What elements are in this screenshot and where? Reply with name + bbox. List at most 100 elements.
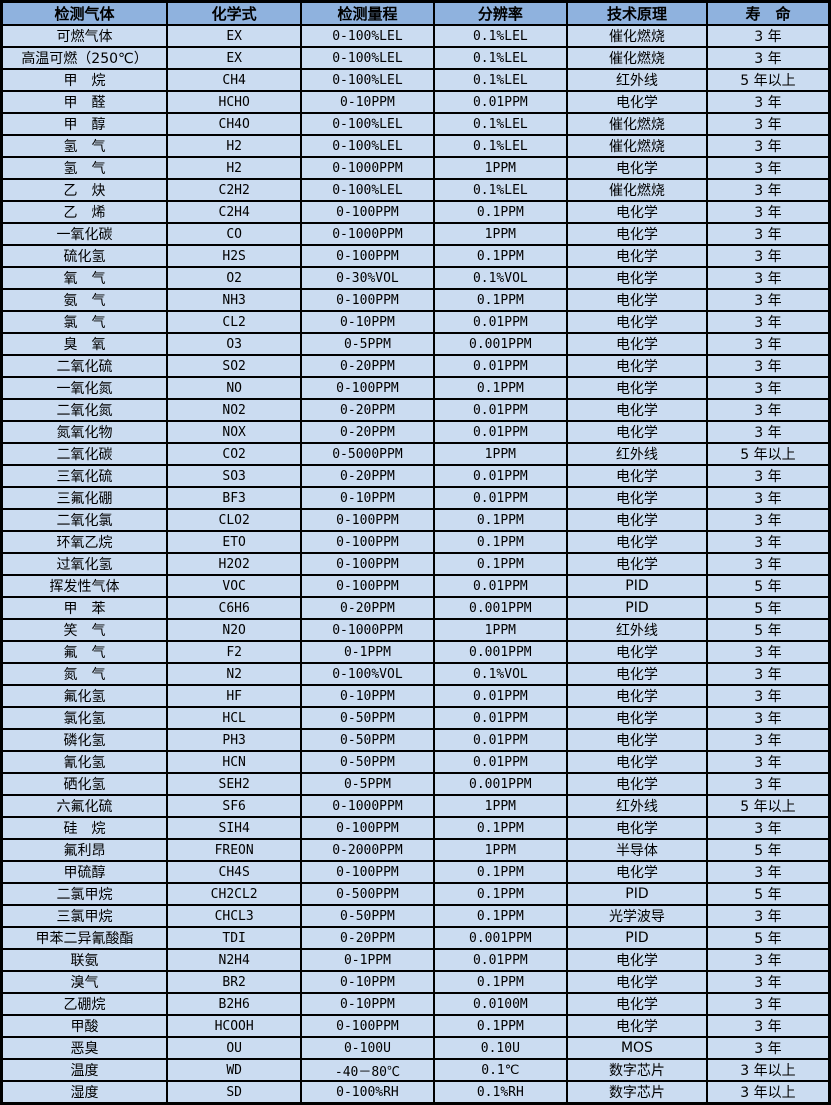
table-row: 高温可燃（250℃） EX 0-100%LEL 0.1%LEL 催化燃烧 3 年 xyxy=(0,46,831,70)
cell-gas-name: 挥发性气体 xyxy=(0,574,169,598)
table-row: 恶臭 OU 0-100U 0.10U MOS 3 年 xyxy=(0,1036,831,1060)
cell-technology: 电化学 xyxy=(565,310,708,334)
cell-detection-range: 0-20PPM xyxy=(300,464,435,488)
cell-chemical-formula: CO xyxy=(166,222,303,246)
cell-resolution: 0.01PPM xyxy=(432,750,568,774)
cell-gas-name: 氯 气 xyxy=(0,310,169,334)
cell-resolution: 0.01PPM xyxy=(432,464,568,488)
cell-gas-name: 二氧化硫 xyxy=(0,354,169,378)
cell-lifespan: 3 年 xyxy=(705,134,831,158)
cell-lifespan: 3 年 xyxy=(705,420,831,444)
cell-lifespan: 3 年 xyxy=(705,508,831,532)
table-row: 氨 气 NH3 0-100PPM 0.1PPM 电化学 3 年 xyxy=(0,288,831,312)
cell-resolution: 0.01PPM xyxy=(432,684,568,708)
table-row: 笑 气 N2O 0-1000PPM 1PPM 红外线 5 年 xyxy=(0,618,831,642)
cell-gas-name: 可燃气体 xyxy=(0,24,169,48)
cell-resolution: 1PPM xyxy=(432,222,568,246)
cell-chemical-formula: SEH2 xyxy=(166,772,303,796)
cell-chemical-formula: F2 xyxy=(166,640,303,664)
cell-gas-name: 氟 气 xyxy=(0,640,169,664)
cell-gas-name: 硒化氢 xyxy=(0,772,169,796)
cell-chemical-formula: CLO2 xyxy=(166,508,303,532)
cell-lifespan: 3 年 xyxy=(705,354,831,378)
cell-detection-range: 0-100PPM xyxy=(300,244,435,268)
cell-resolution: 0.1%VOL xyxy=(432,662,568,686)
column-header-4: 技术原理 xyxy=(565,0,708,26)
cell-detection-range: 0-1PPM xyxy=(300,640,435,664)
cell-technology: 红外线 xyxy=(565,618,708,642)
cell-gas-name: 甲 醛 xyxy=(0,90,169,114)
cell-detection-range: 0-20PPM xyxy=(300,398,435,422)
cell-detection-range: 0-10PPM xyxy=(300,970,435,994)
cell-chemical-formula: N2 xyxy=(166,662,303,686)
cell-detection-range: 0-100PPM xyxy=(300,552,435,576)
cell-chemical-formula: O3 xyxy=(166,332,303,356)
cell-detection-range: 0-2000PPM xyxy=(300,838,435,862)
cell-lifespan: 3 年 xyxy=(705,530,831,554)
cell-technology: 电化学 xyxy=(565,728,708,752)
cell-detection-range: 0-100%LEL xyxy=(300,46,435,70)
cell-gas-name: 乙硼烷 xyxy=(0,992,169,1016)
cell-resolution: 0.1PPM xyxy=(432,970,568,994)
cell-technology: 电化学 xyxy=(565,684,708,708)
column-header-3: 分辨率 xyxy=(432,0,568,26)
table-row: 磷化氢 PH3 0-50PPM 0.01PPM 电化学 3 年 xyxy=(0,728,831,752)
cell-technology: 催化燃烧 xyxy=(565,112,708,136)
cell-resolution: 0.001PPM xyxy=(432,596,568,620)
cell-resolution: 0.1PPM xyxy=(432,376,568,400)
table-row: 甲 醇 CH4O 0-100%LEL 0.1%LEL 催化燃烧 3 年 xyxy=(0,112,831,136)
cell-lifespan: 3 年 xyxy=(705,112,831,136)
cell-gas-name: 湿度 xyxy=(0,1080,169,1105)
cell-gas-name: 甲 醇 xyxy=(0,112,169,136)
table-row: 乙 炔 C2H2 0-100%LEL 0.1%LEL 催化燃烧 3 年 xyxy=(0,178,831,202)
cell-technology: PID xyxy=(565,926,708,950)
cell-technology: 电化学 xyxy=(565,200,708,224)
cell-technology: 电化学 xyxy=(565,222,708,246)
cell-resolution: 0.01PPM xyxy=(432,948,568,972)
cell-detection-range: 0-100%LEL xyxy=(300,178,435,202)
cell-resolution: 0.1PPM xyxy=(432,1014,568,1038)
cell-chemical-formula: EX xyxy=(166,24,303,48)
table-row: 臭 氧 O3 0-5PPM 0.001PPM 电化学 3 年 xyxy=(0,332,831,356)
cell-detection-range: 0-10PPM xyxy=(300,310,435,334)
cell-chemical-formula: C2H4 xyxy=(166,200,303,224)
cell-lifespan: 5 年 xyxy=(705,838,831,862)
cell-resolution: 1PPM xyxy=(432,838,568,862)
table-row: 挥发性气体 VOC 0-100PPM 0.01PPM PID 5 年 xyxy=(0,574,831,598)
cell-chemical-formula: EX xyxy=(166,46,303,70)
cell-chemical-formula: BF3 xyxy=(166,486,303,510)
table-row: 氰化氢 HCN 0-50PPM 0.01PPM 电化学 3 年 xyxy=(0,750,831,774)
cell-resolution: 0.01PPM xyxy=(432,354,568,378)
cell-resolution: 0.01PPM xyxy=(432,706,568,730)
cell-gas-name: 乙 炔 xyxy=(0,178,169,202)
column-header-5: 寿 命 xyxy=(705,0,831,26)
cell-chemical-formula: H2O2 xyxy=(166,552,303,576)
cell-gas-name: 氰化氢 xyxy=(0,750,169,774)
cell-lifespan: 3 年以上 xyxy=(705,1080,831,1105)
cell-chemical-formula: H2 xyxy=(166,134,303,158)
table-row: 二氧化硫 SO2 0-20PPM 0.01PPM 电化学 3 年 xyxy=(0,354,831,378)
cell-lifespan: 3 年 xyxy=(705,948,831,972)
cell-resolution: 0.1PPM xyxy=(432,508,568,532)
cell-lifespan: 3 年 xyxy=(705,398,831,422)
cell-resolution: 0.1PPM xyxy=(432,882,568,906)
table-row: 乙硼烷 B2H6 0-10PPM 0.0100M 电化学 3 年 xyxy=(0,992,831,1016)
table-row: 甲 醛 HCHO 0-10PPM 0.01PPM 电化学 3 年 xyxy=(0,90,831,114)
cell-detection-range: 0-1PPM xyxy=(300,948,435,972)
cell-resolution: 0.1PPM xyxy=(432,244,568,268)
cell-gas-name: 硅 烷 xyxy=(0,816,169,840)
header-row: 检测气体 化学式 检测量程 分辨率 技术原理寿 命 xyxy=(0,0,831,26)
cell-gas-name: 甲硫醇 xyxy=(0,860,169,884)
cell-detection-range: 0-1000PPM xyxy=(300,156,435,180)
cell-resolution: 0.01PPM xyxy=(432,90,568,114)
cell-chemical-formula: OU xyxy=(166,1036,303,1060)
table-row: 环氧乙烷 ETO 0-100PPM 0.1PPM 电化学 3 年 xyxy=(0,530,831,554)
cell-resolution: 0.1PPM xyxy=(432,288,568,312)
cell-resolution: 0.1PPM xyxy=(432,530,568,554)
cell-lifespan: 3 年 xyxy=(705,662,831,686)
cell-detection-range: 0-50PPM xyxy=(300,728,435,752)
cell-resolution: 0.01PPM xyxy=(432,420,568,444)
cell-technology: 电化学 xyxy=(565,992,708,1016)
cell-chemical-formula: H2 xyxy=(166,156,303,180)
cell-gas-name: 过氧化氢 xyxy=(0,552,169,576)
